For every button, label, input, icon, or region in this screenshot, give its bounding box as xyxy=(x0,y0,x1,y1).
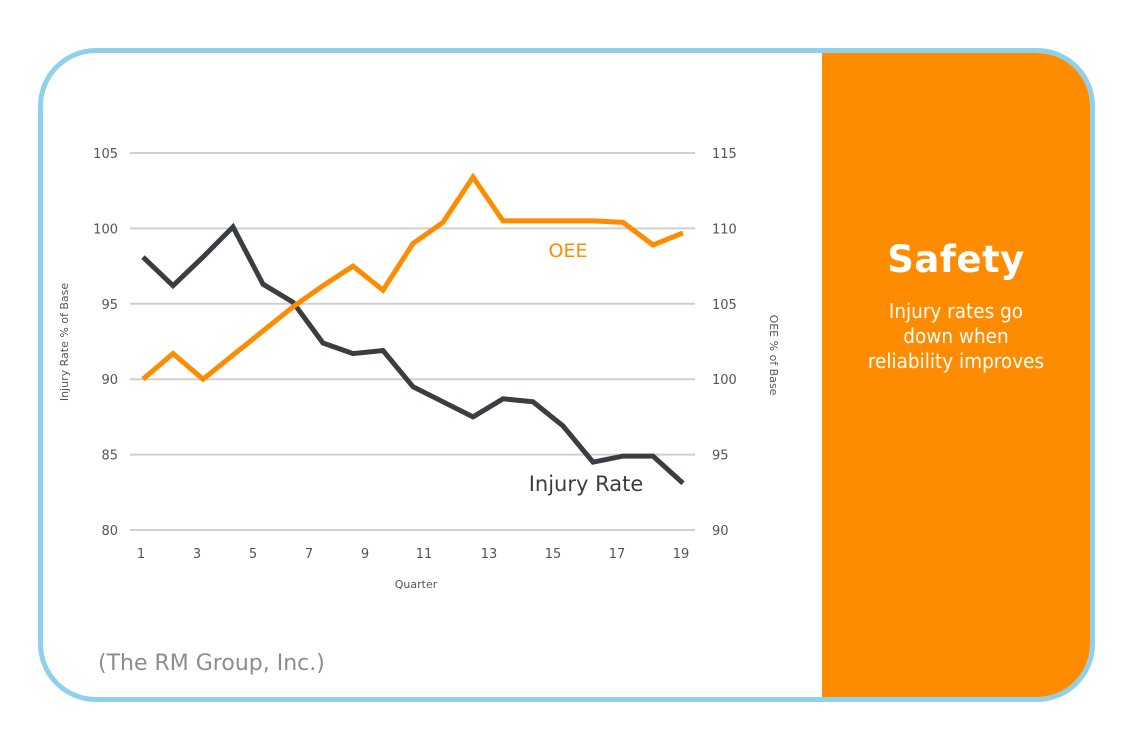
panel-line-1: Injury rates go xyxy=(888,299,1024,323)
left-tick-label: 95 xyxy=(101,298,118,313)
right-axis-ticks: 90 95 100 105 110 115 xyxy=(712,147,737,539)
x-axis-label: Quarter xyxy=(395,578,438,591)
left-tick-label: 90 xyxy=(101,373,118,388)
x-tick-label: 3 xyxy=(193,547,201,562)
safety-panel: Safety Injury rates go down when reliabi… xyxy=(822,53,1090,697)
right-tick-label: 110 xyxy=(712,222,737,237)
series-lines xyxy=(141,172,685,486)
oee-line xyxy=(141,172,684,383)
source-credit: (The RM Group, Inc.) xyxy=(98,651,325,676)
left-axis-ticks: 80 85 90 95 100 105 xyxy=(93,147,118,539)
oee-series-label: OEE xyxy=(549,240,588,262)
right-tick-label: 105 xyxy=(712,298,737,313)
left-tick-label: 105 xyxy=(93,147,118,162)
x-tick-label: 19 xyxy=(673,547,690,562)
panel-line-3: reliability improves xyxy=(867,349,1045,373)
right-tick-label: 100 xyxy=(712,373,737,388)
x-tick-label: 15 xyxy=(545,547,562,562)
right-tick-label: 90 xyxy=(712,524,729,539)
left-axis-label: Injury Rate % of Base xyxy=(58,283,71,402)
gridlines xyxy=(130,152,695,531)
injury-rate-line xyxy=(141,222,685,486)
x-tick-label: 1 xyxy=(137,547,145,562)
card-frame: 80 85 90 95 100 105 90 95 100 105 110 115 1 3 5 7 9 11 1… xyxy=(38,48,1095,702)
panel-title: Safety xyxy=(887,238,1025,281)
x-tick-label: 9 xyxy=(361,547,369,562)
panel-line-2: down when xyxy=(903,324,1009,348)
x-axis-ticks: 1 3 5 7 9 11 13 15 17 19 xyxy=(137,547,689,562)
x-tick-label: 7 xyxy=(305,547,313,562)
left-tick-label: 80 xyxy=(101,524,118,539)
x-tick-label: 17 xyxy=(609,547,626,562)
x-tick-label: 11 xyxy=(416,547,433,562)
panel-description: Injury rates go down when reliability im… xyxy=(822,299,1090,374)
left-tick-label: 85 xyxy=(101,449,118,464)
injury-series-label: Injury Rate xyxy=(529,472,644,496)
left-tick-label: 100 xyxy=(93,222,118,237)
right-axis-label: OEE % of Base xyxy=(767,315,780,396)
right-tick-label: 115 xyxy=(712,147,737,162)
right-tick-label: 95 xyxy=(712,449,729,464)
x-tick-label: 5 xyxy=(249,547,257,562)
x-tick-label: 13 xyxy=(481,547,498,562)
